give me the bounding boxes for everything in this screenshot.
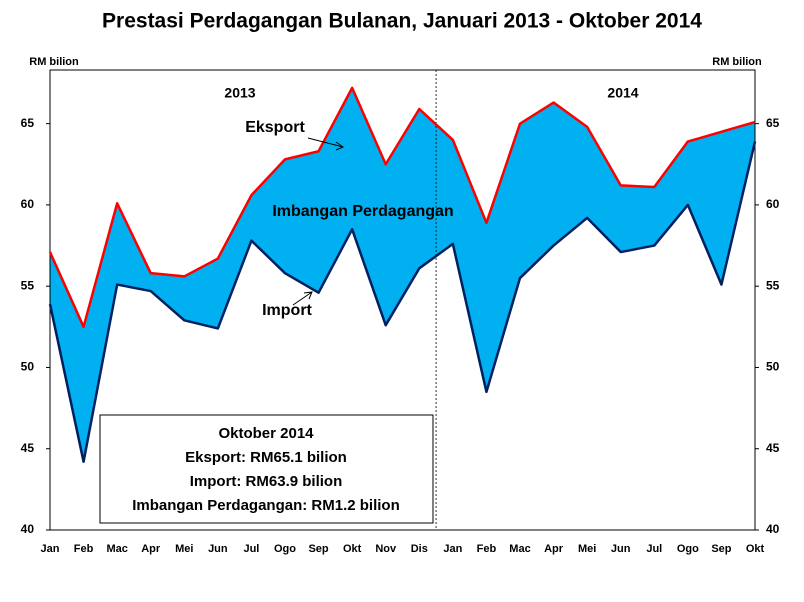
x-tick-label: Ogo	[677, 543, 699, 555]
plot-frame	[49, 69, 756, 531]
arrow	[307, 137, 345, 151]
legend-label: Eksport	[245, 119, 305, 136]
y-tick-label: 60	[21, 197, 35, 211]
arrow	[292, 291, 313, 306]
x-tick-label: Mei	[175, 543, 193, 555]
year-label: 2014	[607, 85, 638, 101]
y2-tick-label: 65	[766, 116, 780, 130]
y2-tick-label: 55	[766, 278, 780, 292]
x-tick-label: Jul	[646, 543, 662, 555]
x-tick-label: Jan	[41, 543, 60, 555]
x-tick-label: Okt	[746, 543, 765, 555]
x-tick-label: Mac	[106, 543, 127, 555]
info-text: Imbangan Perdagangan: RM1.2 bilion	[132, 497, 400, 514]
x-tick-label: Ogo	[274, 543, 296, 555]
y2-tick-label: 60	[766, 197, 780, 211]
y2-tick-label: 50	[766, 360, 780, 374]
x-tick-label: Dis	[411, 543, 428, 555]
y-tick-label: 40	[21, 522, 35, 536]
balance-area	[50, 87, 755, 462]
info-box	[99, 414, 434, 524]
fill-label: Imbangan Perdagangan	[272, 203, 453, 220]
y-tick-label: 50	[21, 360, 35, 374]
y2-axis-label: RM bilion	[712, 56, 762, 68]
series-line	[48, 141, 757, 463]
x-tick-label: Feb	[74, 543, 94, 555]
x-tick-label: Mac	[509, 543, 530, 555]
y2-tick-label: 40	[766, 522, 780, 536]
x-tick-label: Sep	[711, 543, 731, 555]
info-text: Import: RM63.9 bilion	[190, 473, 343, 490]
series-line	[48, 86, 756, 329]
x-tick-label: Feb	[477, 543, 497, 555]
x-tick-label: Jan	[443, 543, 462, 555]
year-label: 2013	[224, 85, 255, 101]
chart-title: Prestasi Perdagangan Bulanan, Januari 20…	[102, 10, 702, 33]
x-tick-label: Sep	[308, 543, 328, 555]
y-axis-label: RM bilion	[29, 56, 79, 68]
legend-label: Import	[262, 302, 312, 319]
x-tick-label: Mei	[578, 543, 596, 555]
x-tick-label: Nov	[375, 543, 397, 555]
x-tick-label: Apr	[544, 543, 564, 555]
x-tick-label: Jun	[208, 543, 228, 555]
y2-tick-label: 45	[766, 441, 780, 455]
x-tick-label: Apr	[141, 543, 161, 555]
info-text: Oktober 2014	[218, 425, 314, 442]
x-tick-label: Jul	[243, 543, 259, 555]
x-tick-label: Okt	[343, 543, 362, 555]
x-tick-label: Jun	[611, 543, 631, 555]
y-tick-label: 55	[21, 278, 35, 292]
y-tick-label: 45	[21, 441, 35, 455]
info-text: Eksport: RM65.1 bilion	[185, 449, 347, 466]
y-tick-label: 65	[21, 116, 35, 130]
